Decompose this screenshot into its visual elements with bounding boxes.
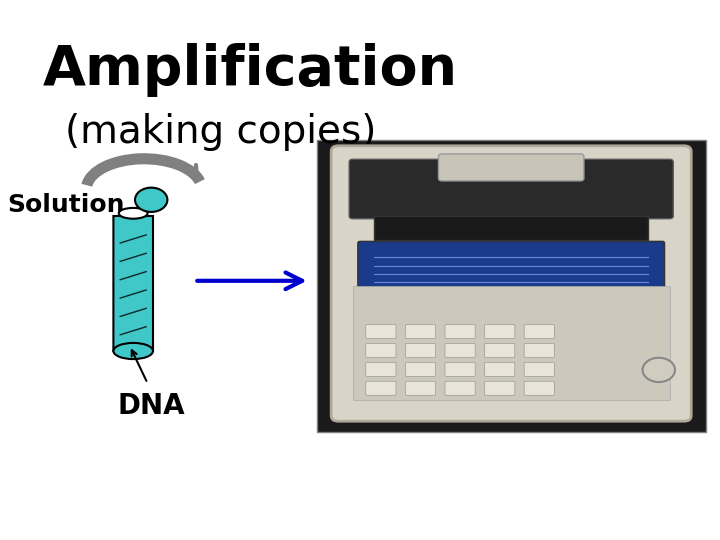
Bar	[353, 286, 670, 400]
FancyBboxPatch shape	[438, 154, 584, 181]
FancyBboxPatch shape	[485, 381, 515, 395]
FancyBboxPatch shape	[366, 343, 396, 357]
FancyBboxPatch shape	[405, 343, 436, 357]
FancyBboxPatch shape	[405, 325, 436, 339]
FancyBboxPatch shape	[485, 343, 515, 357]
FancyBboxPatch shape	[331, 146, 691, 421]
FancyBboxPatch shape	[366, 325, 396, 339]
FancyBboxPatch shape	[405, 381, 436, 395]
FancyBboxPatch shape	[445, 325, 475, 339]
Bar	[317, 140, 706, 432]
FancyBboxPatch shape	[485, 325, 515, 339]
FancyBboxPatch shape	[524, 325, 554, 339]
FancyBboxPatch shape	[366, 362, 396, 376]
Text: Amplification: Amplification	[43, 43, 459, 97]
Ellipse shape	[643, 357, 675, 382]
FancyBboxPatch shape	[405, 362, 436, 376]
Bar	[374, 216, 648, 240]
FancyBboxPatch shape	[524, 362, 554, 376]
FancyBboxPatch shape	[524, 381, 554, 395]
FancyBboxPatch shape	[524, 343, 554, 357]
FancyBboxPatch shape	[366, 381, 396, 395]
FancyBboxPatch shape	[485, 362, 515, 376]
FancyBboxPatch shape	[349, 159, 673, 219]
Ellipse shape	[119, 208, 148, 219]
Ellipse shape	[135, 188, 167, 212]
Ellipse shape	[114, 343, 153, 359]
FancyBboxPatch shape	[445, 343, 475, 357]
Text: (making copies): (making copies)	[65, 113, 376, 151]
FancyBboxPatch shape	[114, 216, 153, 351]
FancyBboxPatch shape	[445, 362, 475, 376]
Text: DNA: DNA	[117, 392, 185, 420]
FancyBboxPatch shape	[445, 381, 475, 395]
FancyBboxPatch shape	[358, 241, 665, 288]
Text: Solution: Solution	[7, 193, 125, 217]
